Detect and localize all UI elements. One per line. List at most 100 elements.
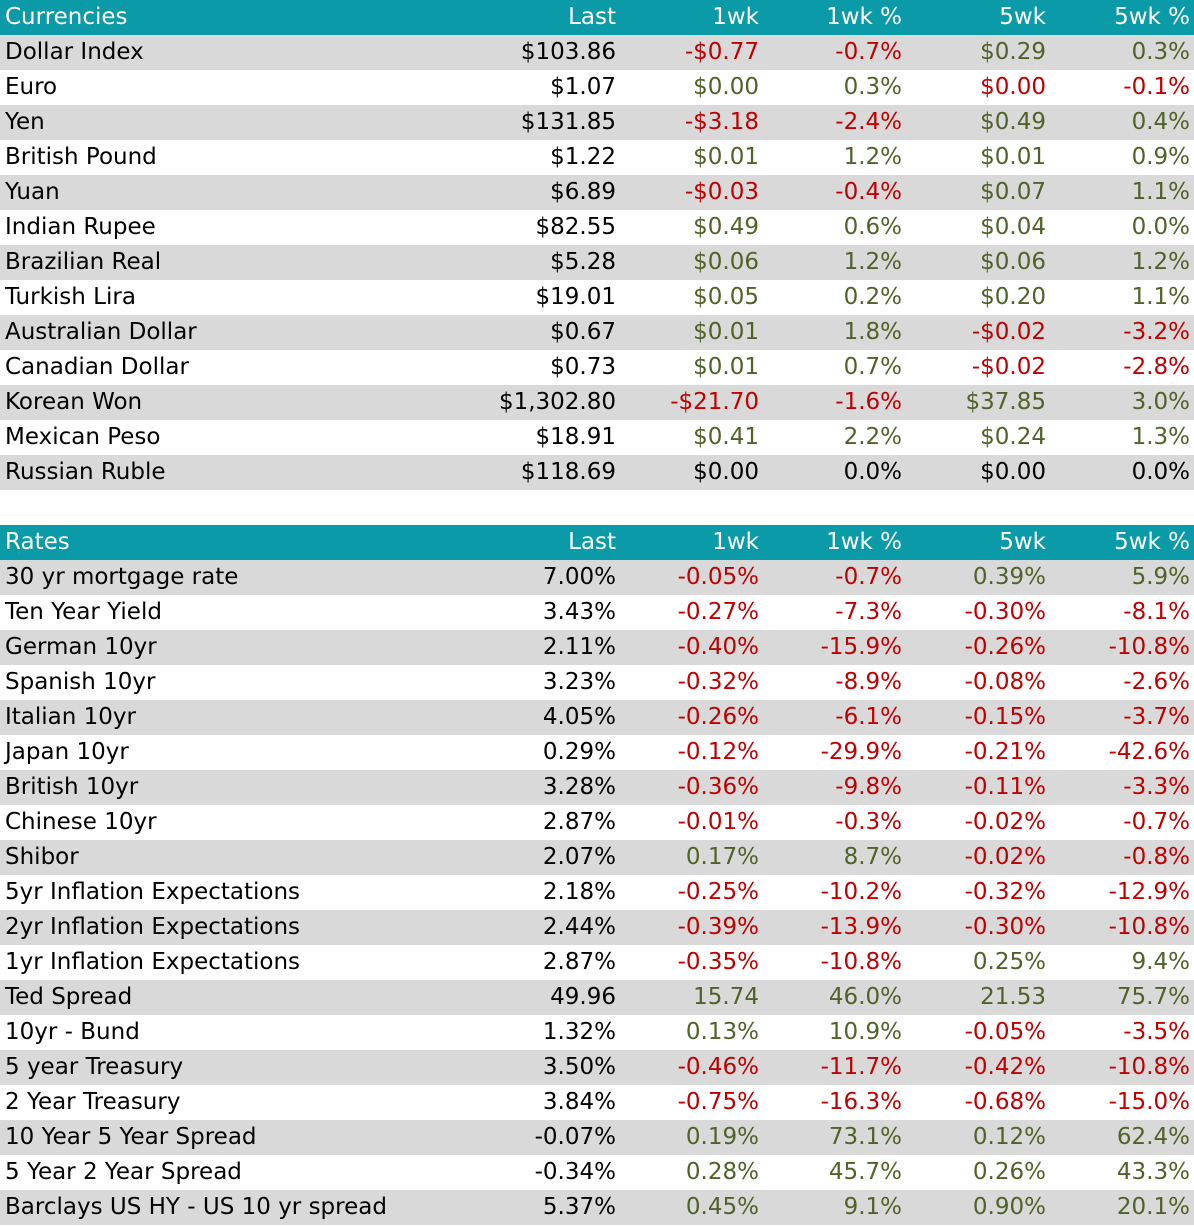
row-5wk: 0.12% [906, 1120, 1050, 1155]
table-row: Canadian Dollar $0.73 $0.01 0.7% -$0.02 -2.8% [0, 350, 1194, 385]
row-1wk: -$0.77 [620, 35, 763, 70]
row-5wk: -0.02% [906, 805, 1050, 840]
rates-header-row: Rates Last 1wk 1wk % 5wk 5wk % [0, 525, 1194, 560]
row-1wk-pct: -1.6% [763, 385, 906, 420]
table-row: 30 yr mortgage rate 7.00% -0.05% -0.7% 0.39%… [0, 560, 1194, 595]
row-1wk: $0.01 [620, 315, 763, 350]
row-5wk: 21.53 [906, 980, 1050, 1015]
row-last: 3.23% [480, 665, 620, 700]
row-5wk: $0.49 [906, 105, 1050, 140]
row-last: 3.28% [480, 770, 620, 805]
table-row: Russian Ruble $118.69 $0.00 0.0% $0.00 0.0% [0, 455, 1194, 490]
row-last: $1,302.80 [480, 385, 620, 420]
row-1wk: -0.26% [620, 700, 763, 735]
row-5wk: $0.06 [906, 245, 1050, 280]
row-name: 10yr - Bund [0, 1015, 480, 1050]
row-5wk-pct: -12.9% [1050, 875, 1194, 910]
row-5wk-pct: -10.8% [1050, 630, 1194, 665]
row-5wk-pct: 62.4% [1050, 1120, 1194, 1155]
row-name: Barclays US HY - US 10 yr spread [0, 1190, 480, 1225]
row-1wk-pct: -2.4% [763, 105, 906, 140]
row-1wk-pct: 9.1% [763, 1190, 906, 1225]
row-5wk: -0.68% [906, 1085, 1050, 1120]
row-5wk-pct: 75.7% [1050, 980, 1194, 1015]
row-name: German 10yr [0, 630, 480, 665]
row-last: $1.07 [480, 70, 620, 105]
row-1wk: -0.01% [620, 805, 763, 840]
row-1wk-pct: -13.9% [763, 910, 906, 945]
row-name: Canadian Dollar [0, 350, 480, 385]
row-1wk: 0.13% [620, 1015, 763, 1050]
row-5wk-pct: 1.2% [1050, 245, 1194, 280]
currencies-body: Dollar Index $103.86 -$0.77 -0.7% $0.29 0.3% E… [0, 35, 1194, 490]
row-1wk: 0.19% [620, 1120, 763, 1155]
row-5wk: -0.08% [906, 665, 1050, 700]
row-last: $82.55 [480, 210, 620, 245]
column-header-1wk: 1wk [620, 525, 763, 560]
row-5wk: $0.00 [906, 70, 1050, 105]
rates-body: 30 yr mortgage rate 7.00% -0.05% -0.7% 0.39%… [0, 560, 1194, 1225]
row-name: Spanish 10yr [0, 665, 480, 700]
row-last: $6.89 [480, 175, 620, 210]
table-row: Mexican Peso $18.91 $0.41 2.2% $0.24 1.3% [0, 420, 1194, 455]
row-1wk-pct: -10.2% [763, 875, 906, 910]
row-1wk-pct: -0.7% [763, 560, 906, 595]
row-5wk: -0.30% [906, 595, 1050, 630]
row-5wk-pct: 5.9% [1050, 560, 1194, 595]
table-row: Korean Won $1,302.80 -$21.70 -1.6% $37.85 3.0… [0, 385, 1194, 420]
row-5wk-pct: -42.6% [1050, 735, 1194, 770]
row-5wk-pct: -0.1% [1050, 70, 1194, 105]
row-last: 7.00% [480, 560, 620, 595]
row-name: 2 Year Treasury [0, 1085, 480, 1120]
row-5wk: -0.42% [906, 1050, 1050, 1085]
row-5wk: $0.04 [906, 210, 1050, 245]
row-name: Mexican Peso [0, 420, 480, 455]
row-1wk: -$3.18 [620, 105, 763, 140]
column-header-5wk-pct: 5wk % [1050, 0, 1194, 35]
table-row: 5 year Treasury 3.50% -0.46% -11.7% -0.42% -1… [0, 1050, 1194, 1085]
row-5wk: 0.90% [906, 1190, 1050, 1225]
row-1wk: -0.27% [620, 595, 763, 630]
row-5wk-pct: 9.4% [1050, 945, 1194, 980]
row-1wk-pct: 1.8% [763, 315, 906, 350]
column-header-last: Last [480, 0, 620, 35]
table-row: 10 Year 5 Year Spread -0.07% 0.19% 73.1% 0.1… [0, 1120, 1194, 1155]
table-row: German 10yr 2.11% -0.40% -15.9% -0.26% -10.8% [0, 630, 1194, 665]
row-5wk: -$0.02 [906, 315, 1050, 350]
row-5wk-pct: 1.1% [1050, 175, 1194, 210]
row-1wk-pct: -6.1% [763, 700, 906, 735]
table-row: Japan 10yr 0.29% -0.12% -29.9% -0.21% -42.6% [0, 735, 1194, 770]
row-last: $18.91 [480, 420, 620, 455]
row-name: Shibor [0, 840, 480, 875]
row-5wk-pct: -0.8% [1050, 840, 1194, 875]
row-1wk: 0.17% [620, 840, 763, 875]
row-name: Ted Spread [0, 980, 480, 1015]
table-row: British 10yr 3.28% -0.36% -9.8% -0.11% -3.3% [0, 770, 1194, 805]
row-last: $118.69 [480, 455, 620, 490]
row-5wk: -0.02% [906, 840, 1050, 875]
table-row: 10yr - Bund 1.32% 0.13% 10.9% -0.05% -3.5% [0, 1015, 1194, 1050]
section-spacer [0, 490, 1194, 525]
row-5wk-pct: -2.8% [1050, 350, 1194, 385]
row-5wk-pct: -8.1% [1050, 595, 1194, 630]
row-1wk-pct: -10.8% [763, 945, 906, 980]
row-5wk: -0.21% [906, 735, 1050, 770]
row-1wk: 15.74 [620, 980, 763, 1015]
row-1wk-pct: -8.9% [763, 665, 906, 700]
row-name: British Pound [0, 140, 480, 175]
row-1wk: -0.36% [620, 770, 763, 805]
row-last: $1.22 [480, 140, 620, 175]
row-last: $131.85 [480, 105, 620, 140]
row-5wk-pct: 0.4% [1050, 105, 1194, 140]
row-last: 1.32% [480, 1015, 620, 1050]
row-last: $19.01 [480, 280, 620, 315]
row-1wk-pct: -16.3% [763, 1085, 906, 1120]
row-name: British 10yr [0, 770, 480, 805]
currencies-section-title: Currencies [0, 0, 480, 35]
row-1wk: $0.01 [620, 350, 763, 385]
table-row: Yen $131.85 -$3.18 -2.4% $0.49 0.4% [0, 105, 1194, 140]
row-last: 0.29% [480, 735, 620, 770]
row-1wk-pct: -15.9% [763, 630, 906, 665]
table-row: Shibor 2.07% 0.17% 8.7% -0.02% -0.8% [0, 840, 1194, 875]
row-last: 4.05% [480, 700, 620, 735]
